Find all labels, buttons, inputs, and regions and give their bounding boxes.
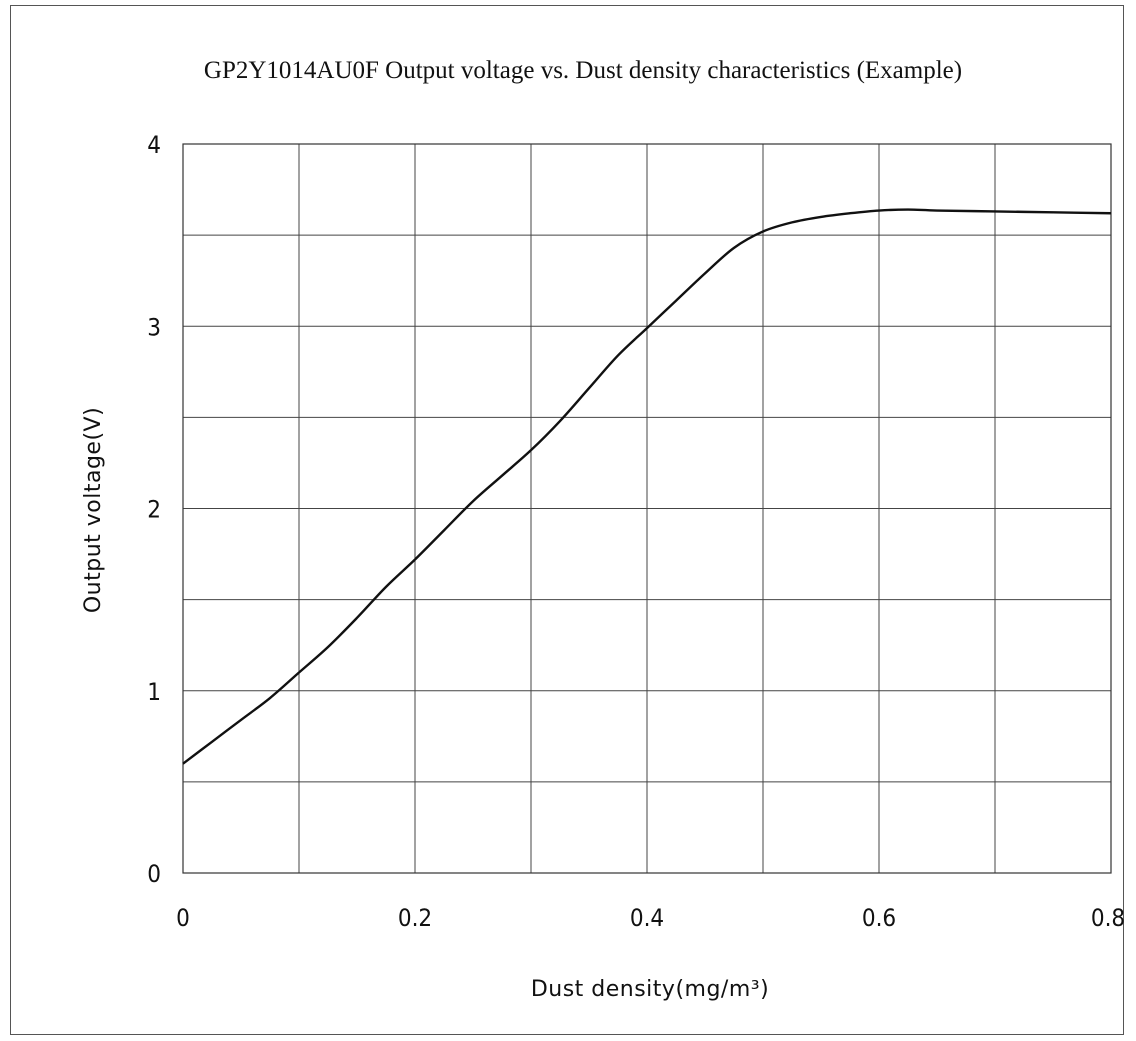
x-tick-label: 0.6: [862, 904, 896, 932]
x-tick-label: 0.4: [630, 904, 664, 932]
x-tick-label: 0.2: [398, 904, 432, 932]
x-tick-labels: 0 0.2 0.4 0.6 0.8: [176, 904, 1125, 932]
y-axis-label: Output voltage(V): [81, 407, 106, 613]
x-tick-label: 0.8: [1091, 904, 1125, 932]
chart-title: GP2Y1014AU0F Output voltage vs. Dust den…: [204, 57, 962, 84]
series-line: [182, 208, 1112, 765]
y-tick-labels: 0 1 2 3 4: [147, 131, 161, 888]
y-tick-label: 4: [147, 131, 161, 159]
chart-frame: [10, 5, 1124, 1035]
y-tick-label: 3: [147, 313, 161, 341]
grid: [183, 144, 1111, 873]
plot-area-border: [182, 143, 1112, 874]
x-tick-label: 0: [176, 904, 190, 932]
y-tick-label: 1: [147, 678, 161, 706]
y-tick-label: 0: [147, 860, 161, 888]
x-axis-label: Dust density(mg/m³): [531, 977, 769, 1002]
y-tick-label: 2: [147, 496, 161, 524]
